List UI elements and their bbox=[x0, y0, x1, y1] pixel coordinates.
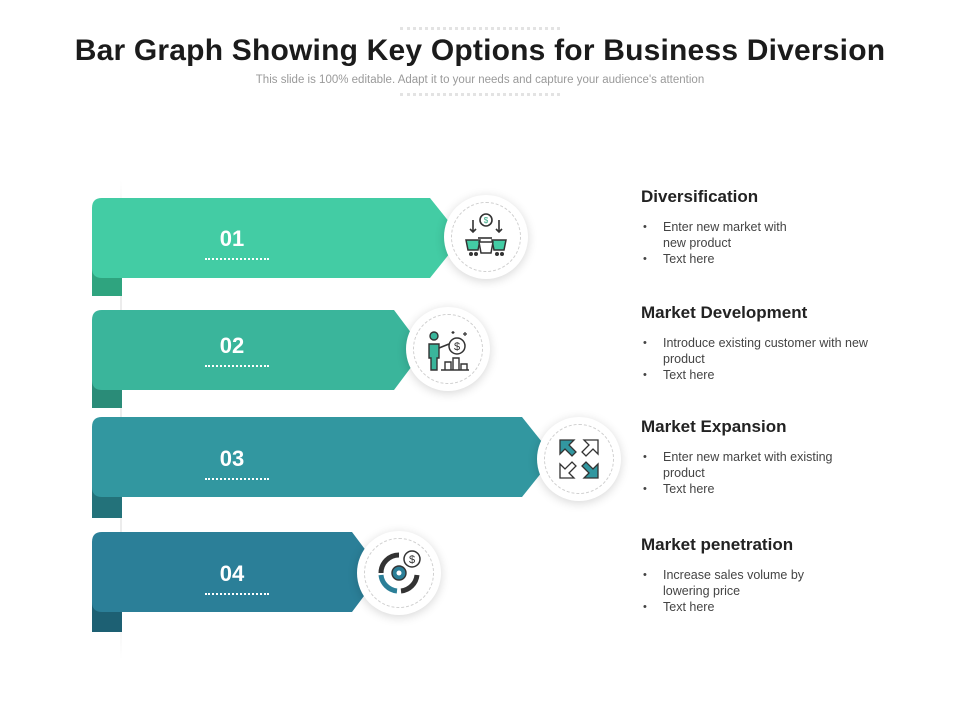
option-number-02: 02 bbox=[219, 333, 245, 358]
bullet-item: Text here bbox=[641, 481, 901, 497]
ribbon-shape bbox=[92, 310, 424, 408]
number-dotted-underline bbox=[205, 258, 269, 260]
bullet-item: Introduce existing customer with new pro… bbox=[641, 335, 873, 367]
bullet-item: Enter new market with existing product bbox=[641, 449, 843, 481]
option-heading: Market penetration bbox=[641, 535, 794, 554]
option-icon-circle-01: $ bbox=[444, 195, 528, 279]
option-heading: Market Development bbox=[641, 303, 808, 322]
expand-arrows-icon bbox=[559, 439, 599, 479]
ribbon-shape bbox=[92, 198, 462, 296]
presenter-dollar-icon: $ bbox=[428, 331, 469, 371]
svg-text:$: $ bbox=[409, 554, 415, 566]
number-dotted-underline bbox=[205, 593, 269, 595]
option-number-01: 01 bbox=[219, 226, 245, 251]
target-dollar-icon: $ bbox=[378, 550, 421, 594]
option-description-03: Market Expansion Enter new market with e… bbox=[641, 417, 901, 497]
option-description-02: Market Development Introduce existing cu… bbox=[641, 303, 901, 383]
option-heading: Market Expansion bbox=[641, 417, 787, 436]
bullet-list: Introduce existing customer with new pro… bbox=[641, 335, 901, 383]
top-dotted-divider bbox=[400, 27, 560, 30]
svg-text:$: $ bbox=[454, 341, 460, 353]
bullet-list: Enter new market with new product Text h… bbox=[641, 219, 901, 267]
bullet-item: Text here bbox=[641, 367, 901, 383]
option-number-03: 03 bbox=[219, 446, 245, 471]
option-description-01: Diversification Enter new market with ne… bbox=[641, 187, 901, 267]
option-icon-circle-03 bbox=[537, 417, 621, 501]
number-dotted-underline bbox=[205, 478, 269, 480]
ribbon-shape bbox=[92, 417, 554, 518]
option-description-04: Market penetration Increase sales volume… bbox=[641, 535, 901, 615]
page-title: Bar Graph Showing Key Options for Busine… bbox=[74, 34, 886, 67]
number-dotted-underline bbox=[205, 365, 269, 367]
page-subtitle: This slide is 100% editable. Adapt it to… bbox=[255, 74, 705, 86]
svg-text:$: $ bbox=[484, 216, 489, 225]
option-icon-circle-02: $ bbox=[406, 307, 490, 391]
bullet-list: Increase sales volume by lowering price … bbox=[641, 567, 901, 615]
ribbon-shape bbox=[92, 532, 382, 632]
bullet-item: Text here bbox=[641, 599, 901, 615]
option-heading: Diversification bbox=[641, 187, 759, 206]
option-number-04: 04 bbox=[219, 561, 245, 586]
bullet-item: Increase sales volume by lowering price bbox=[641, 567, 853, 599]
bullet-item: Enter new market with new product bbox=[641, 219, 793, 251]
option-icon-circle-04: $ bbox=[357, 531, 441, 615]
bottom-dotted-divider bbox=[400, 93, 560, 96]
bullet-item: Text here bbox=[641, 251, 901, 267]
shopping-basket-exchange-icon: $ bbox=[465, 213, 507, 256]
bullet-list: Enter new market with existing product T… bbox=[641, 449, 901, 497]
